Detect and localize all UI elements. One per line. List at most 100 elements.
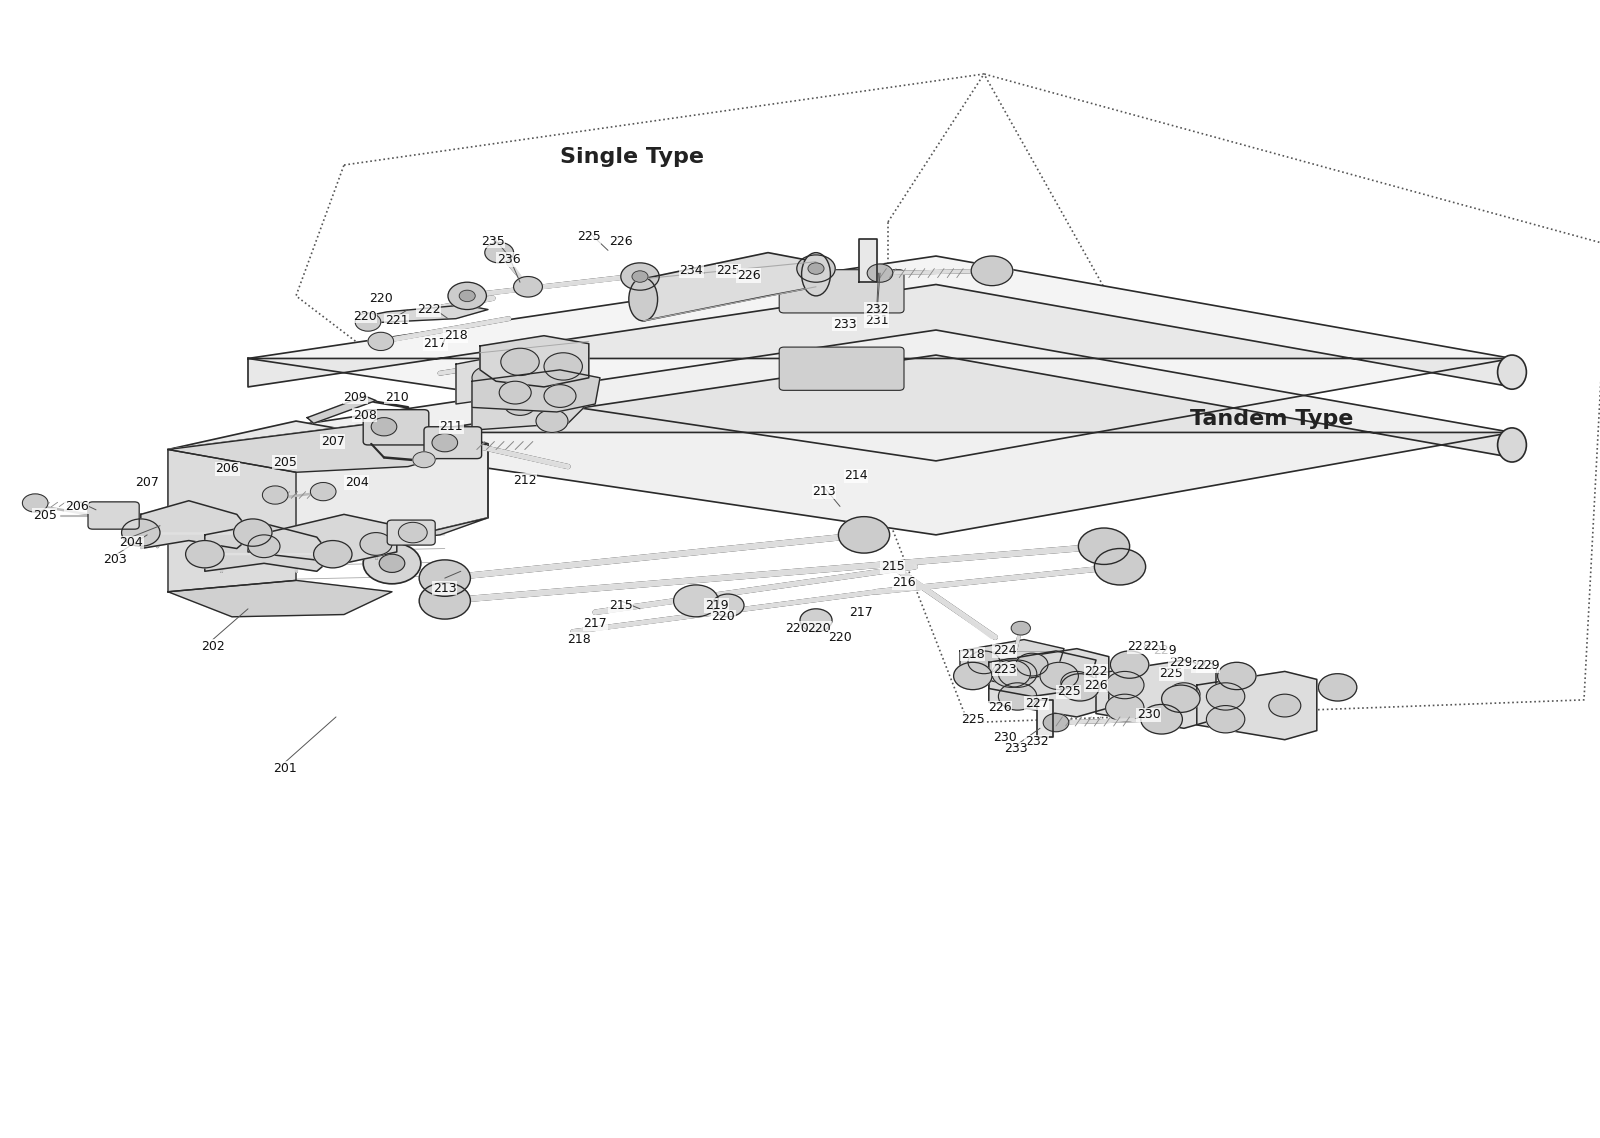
Circle shape (1269, 694, 1301, 717)
Text: 207: 207 (322, 435, 344, 448)
Polygon shape (248, 284, 1512, 387)
Text: 229: 229 (1170, 655, 1192, 669)
Circle shape (1106, 671, 1144, 699)
Text: 204: 204 (346, 476, 368, 489)
Circle shape (1141, 704, 1182, 734)
Circle shape (355, 313, 381, 331)
Circle shape (459, 290, 475, 302)
Circle shape (371, 418, 397, 436)
Circle shape (22, 494, 48, 512)
Circle shape (514, 277, 542, 297)
FancyBboxPatch shape (88, 502, 139, 529)
Circle shape (499, 381, 531, 404)
Text: 215: 215 (882, 560, 904, 574)
Ellipse shape (1498, 355, 1526, 389)
Circle shape (674, 585, 718, 617)
Polygon shape (456, 355, 552, 404)
Text: 217: 217 (424, 337, 446, 351)
Text: 215: 215 (610, 599, 632, 612)
Text: 204: 204 (120, 536, 142, 550)
Text: 220: 220 (370, 291, 392, 305)
Circle shape (186, 541, 224, 568)
Circle shape (800, 609, 832, 632)
FancyBboxPatch shape (424, 427, 482, 459)
Circle shape (1016, 653, 1048, 676)
Text: 208: 208 (354, 409, 376, 422)
Circle shape (1206, 683, 1245, 710)
Circle shape (1061, 671, 1093, 694)
Circle shape (314, 541, 352, 568)
Circle shape (1318, 674, 1357, 701)
Text: 227: 227 (1026, 696, 1048, 710)
Circle shape (413, 452, 435, 468)
Text: 229: 229 (1154, 644, 1176, 658)
Polygon shape (248, 514, 397, 563)
Polygon shape (1197, 671, 1317, 740)
Polygon shape (168, 421, 392, 523)
Circle shape (998, 660, 1037, 687)
Circle shape (248, 535, 280, 558)
Text: 212: 212 (514, 473, 536, 487)
Text: 232: 232 (866, 303, 888, 316)
Polygon shape (365, 305, 488, 323)
Polygon shape (1037, 700, 1053, 737)
Text: 207: 207 (136, 476, 158, 489)
Circle shape (432, 434, 458, 452)
Circle shape (968, 651, 1000, 674)
Circle shape (419, 583, 470, 619)
FancyBboxPatch shape (363, 410, 429, 445)
Text: 218: 218 (962, 648, 984, 661)
Polygon shape (643, 253, 816, 321)
Circle shape (360, 533, 392, 555)
Circle shape (544, 385, 576, 407)
Text: 225: 225 (717, 264, 739, 278)
Polygon shape (168, 421, 488, 472)
Polygon shape (989, 651, 1096, 696)
Circle shape (1218, 662, 1256, 690)
Circle shape (1206, 706, 1245, 733)
Text: 233: 233 (1005, 742, 1027, 756)
FancyBboxPatch shape (779, 270, 904, 313)
Text: 236: 236 (498, 253, 520, 266)
Polygon shape (248, 330, 1512, 535)
Text: 230: 230 (994, 731, 1016, 744)
Circle shape (1043, 714, 1069, 732)
Text: 219: 219 (706, 599, 728, 612)
Text: 222: 222 (1085, 665, 1107, 678)
Polygon shape (168, 580, 392, 617)
Polygon shape (141, 501, 253, 549)
Circle shape (485, 242, 514, 263)
Text: 205: 205 (274, 455, 296, 469)
Text: Single Type: Single Type (560, 147, 704, 167)
Text: 225: 225 (1058, 685, 1080, 699)
Polygon shape (472, 370, 600, 412)
Text: 220: 220 (829, 630, 851, 644)
Text: 228: 228 (1128, 640, 1150, 653)
Circle shape (992, 660, 1030, 687)
FancyBboxPatch shape (779, 347, 904, 390)
Circle shape (998, 683, 1037, 710)
Circle shape (1078, 528, 1130, 564)
Circle shape (797, 255, 835, 282)
Circle shape (867, 264, 893, 282)
Text: 224: 224 (994, 644, 1016, 658)
Circle shape (1106, 694, 1144, 721)
Circle shape (536, 410, 568, 432)
Circle shape (971, 256, 1013, 286)
Text: 218: 218 (568, 633, 590, 646)
Circle shape (448, 282, 486, 310)
Text: 231: 231 (866, 314, 888, 328)
Polygon shape (232, 518, 488, 558)
Circle shape (1162, 685, 1200, 712)
Text: 234: 234 (680, 264, 702, 278)
Text: 220: 220 (808, 621, 830, 635)
Polygon shape (472, 393, 584, 430)
Ellipse shape (1498, 428, 1526, 462)
Text: 217: 217 (850, 605, 872, 619)
Circle shape (1110, 651, 1149, 678)
Text: 229: 229 (1197, 659, 1219, 673)
Text: 218: 218 (445, 329, 467, 343)
Circle shape (1168, 683, 1200, 706)
Text: 211: 211 (440, 420, 462, 434)
Polygon shape (168, 450, 296, 592)
